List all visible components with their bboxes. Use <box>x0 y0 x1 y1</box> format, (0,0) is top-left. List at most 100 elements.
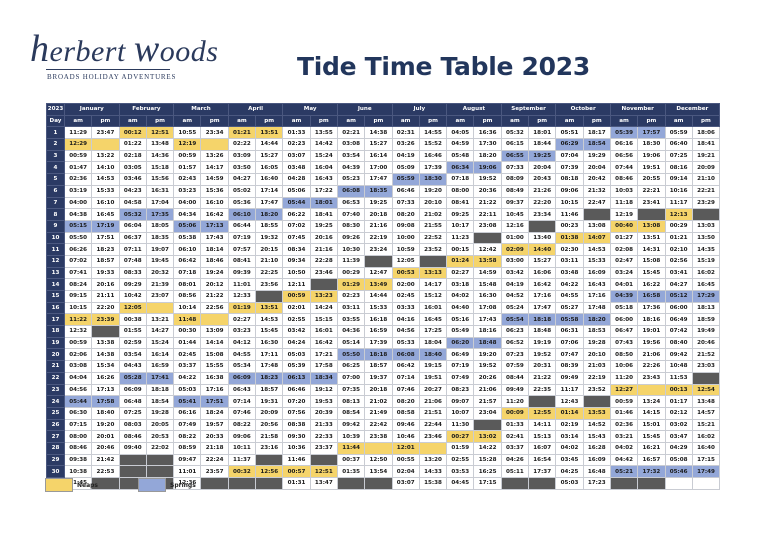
tide-time-cell: 18:06 <box>691 126 721 140</box>
tide-time-cell: 05:27 <box>555 301 584 315</box>
day-number: 7 <box>46 196 65 210</box>
month-header-march: March <box>173 103 229 116</box>
table-row: 4 01:47 14:10 03:05 15:18 01:57 14:17 03:50 16:0… <box>46 161 721 175</box>
tide-time-cell: 02:45 <box>173 348 202 362</box>
tide-time-cell: 02:45 <box>391 290 420 303</box>
tide-time-cell: 16:30 <box>473 290 502 303</box>
tide-time-cell: 06:04 <box>118 219 147 233</box>
tide-time-cell: 23:04 <box>473 406 502 420</box>
tide-time-cell: 09:39 <box>227 266 257 280</box>
tide-time-cell <box>91 138 120 151</box>
tide-time-cell: 16:07 <box>528 441 557 455</box>
pm-header: pm <box>200 114 229 128</box>
table-row: 17 11:22 23:39 00:38 13:21 11:48 02:27 14:53 02:… <box>46 313 721 327</box>
tide-time-cell: 05:18 <box>609 301 639 315</box>
day-number: 9 <box>46 219 65 233</box>
tide-time-cell: 16:43 <box>309 173 338 186</box>
tide-time-cell: 03:54 <box>118 348 147 362</box>
tide-time-cell: 08:56 <box>173 290 202 303</box>
tide-time-cell: 02:19 <box>555 418 584 432</box>
month-header-october: October <box>555 103 611 116</box>
tide-time-cell: 20:31 <box>528 360 557 373</box>
tide-time-cell: 18:17 <box>582 126 611 140</box>
tide-time-cell: 18:18 <box>145 383 175 397</box>
tide-time-cell: 07:56 <box>282 406 311 420</box>
tide-time-cell: 16:14 <box>364 149 393 163</box>
tide-time-cell: 23:16 <box>255 441 284 455</box>
tide-time-cell: 08:54 <box>336 406 366 420</box>
tide-time-cell: 23:39 <box>91 313 120 327</box>
tide-time-cell: 09:25 <box>446 208 475 221</box>
tide-time-cell: 06:40 <box>664 138 693 151</box>
tide-time-cell: 07:23 <box>500 348 530 362</box>
tide-time-cell: 16:09 <box>582 453 611 467</box>
tide-time-cell: 15:19 <box>691 254 721 268</box>
day-number: 16 <box>46 301 65 315</box>
tide-time-cell: 15:45 <box>637 266 666 280</box>
tide-time-cell: 16:45 <box>691 278 721 291</box>
tide-time-cell: 23:37 <box>309 441 338 455</box>
tide-time-cell: 10:14 <box>173 301 202 315</box>
tide-time-cell: 21:33 <box>309 418 338 432</box>
tide-time-cell: 21:06 <box>418 395 448 408</box>
tide-time-cell: 09:07 <box>446 395 475 408</box>
day-number: 2 <box>46 138 65 151</box>
tide-time-cell: 05:34 <box>227 360 257 373</box>
tide-time-cell: 03:41 <box>664 266 693 280</box>
tide-time-cell: 02:23 <box>336 290 366 303</box>
tide-time-cell: 19:20 <box>91 418 120 432</box>
am-header: am <box>63 114 93 128</box>
tide-time-cell: 00:09 <box>500 406 530 420</box>
tide-time-cell: 16:58 <box>637 290 666 303</box>
tide-time-cell: 14:53 <box>91 173 120 186</box>
tide-time-cell: 04:22 <box>555 278 584 291</box>
tide-time-cell: 00:59 <box>63 336 93 350</box>
tide-time-cell: 10:38 <box>63 465 93 478</box>
tide-time-cell: 03:42 <box>500 266 530 280</box>
tide-time-cell: 04:34 <box>173 208 202 221</box>
pm-header: pm <box>528 114 557 128</box>
table-row: 28 08:46 20:46 09:40 22:02 08:59 21:18 10:11 23:… <box>46 441 721 455</box>
tide-time-cell: 07:46 <box>227 406 257 420</box>
tide-time-cell: 03:23 <box>173 184 202 198</box>
tide-time-cell: 08:58 <box>391 406 420 420</box>
tide-time-cell: 05:09 <box>391 161 420 175</box>
tide-time-cell: 16:18 <box>364 313 393 327</box>
tide-time-cell: 06:09 <box>118 383 147 397</box>
tide-time-cell: 16:54 <box>528 453 557 467</box>
tide-time-cell: 05:11 <box>500 465 530 478</box>
tide-time-cell: 01:44 <box>173 336 202 350</box>
tide-time-cell: 03:23 <box>227 325 257 338</box>
tide-time-cell: 18:24 <box>200 406 229 420</box>
tide-time-cell: 02:55 <box>282 313 311 327</box>
tide-time-cell: 09:08 <box>391 219 420 233</box>
tide-time-cell: 18:57 <box>91 254 120 268</box>
tide-time-cell: 18:34 <box>309 371 338 385</box>
table-row: 22 04:04 16:26 05:28 17:41 04:22 16:38 06:09 18:… <box>46 371 721 385</box>
tide-time-cell: 18:20 <box>255 208 284 221</box>
tide-time-cell: 10:30 <box>336 243 366 256</box>
tide-time-cell: 11:01 <box>227 278 257 291</box>
tide-time-cell: 00:32 <box>227 465 257 478</box>
am-header: am <box>173 114 202 128</box>
pm-header: pm <box>418 114 448 128</box>
tide-time-cell: 18:48 <box>528 325 557 338</box>
tide-time-cell: 17:22 <box>309 184 338 198</box>
tide-time-cell: 20:26 <box>473 371 502 385</box>
tide-time-cell: 21:10 <box>691 173 721 186</box>
tide-time-cell: 15:36 <box>200 184 229 198</box>
tide-time-cell: 16:36 <box>473 126 502 140</box>
tide-time-cell: 08:20 <box>391 395 420 408</box>
tide-time-cell: 15:27 <box>528 254 557 268</box>
tide-time-cell: 23:29 <box>691 196 721 210</box>
tide-time-cell: 14:55 <box>418 126 448 140</box>
tide-time-cell: 13:47 <box>309 477 338 490</box>
tide-time-cell <box>500 477 530 490</box>
tide-time-cell: 06:10 <box>173 243 202 256</box>
tide-time-cell: 17:25 <box>418 325 448 338</box>
tide-time-cell: 18:20 <box>582 313 611 327</box>
tide-time-cell: 08:40 <box>664 336 693 350</box>
tide-time-cell: 20:46 <box>91 441 120 455</box>
tide-time-cell: 19:01 <box>637 325 666 338</box>
tide-time-cell: 18:48 <box>473 336 502 350</box>
